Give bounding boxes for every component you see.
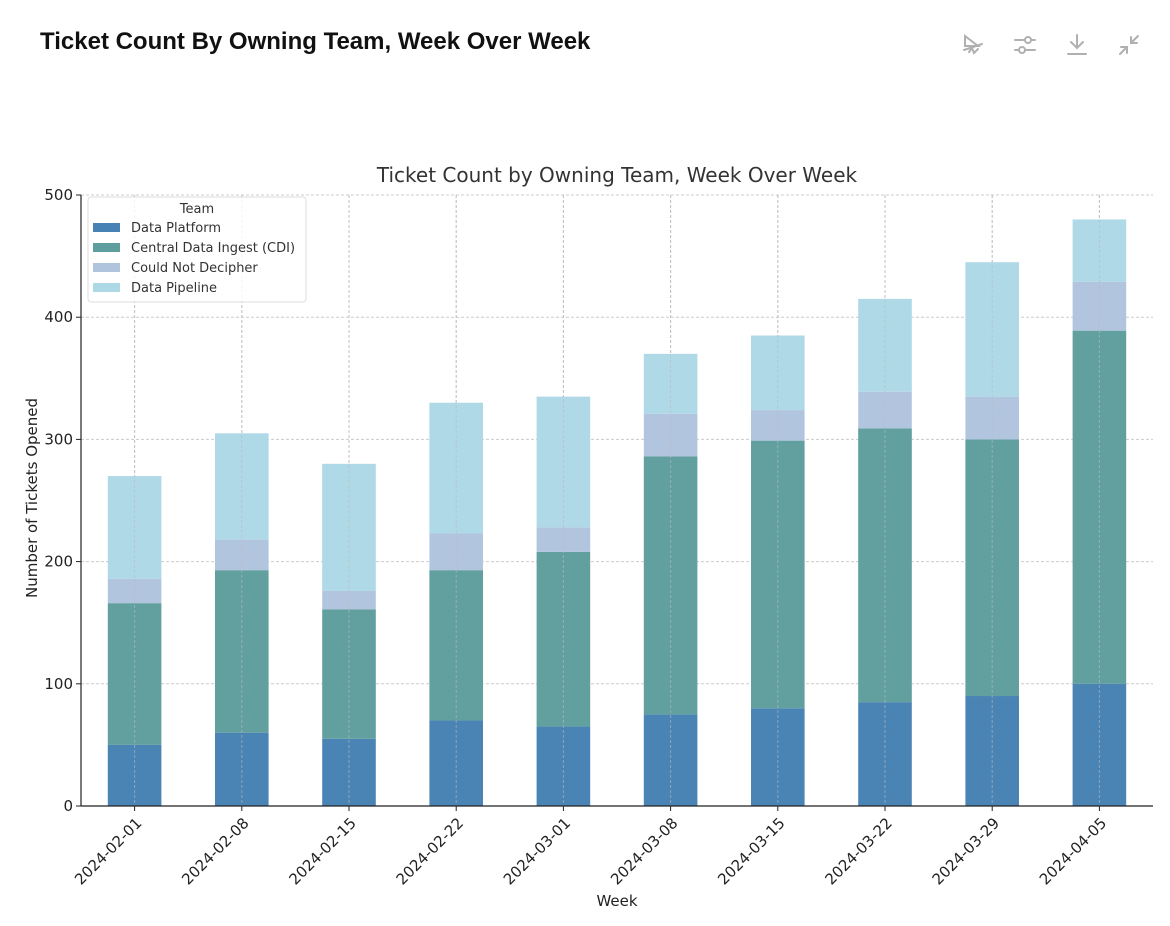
x-tick-label: 2024-03-15 xyxy=(714,814,788,888)
bars xyxy=(107,195,1127,806)
x-tick-label: 2024-03-22 xyxy=(821,814,895,888)
legend-label: Data Platform xyxy=(131,221,221,236)
legend-swatch xyxy=(93,243,120,252)
page-title: Ticket Count By Owning Team, Week Over W… xyxy=(40,28,591,55)
x-tick-label: 2024-02-08 xyxy=(178,814,252,888)
legend-label: Could Not Decipher xyxy=(131,261,258,276)
y-tick-label: 100 xyxy=(44,675,73,693)
download-icon xyxy=(1067,34,1087,55)
bar-data-platform xyxy=(858,702,912,806)
collapse-button[interactable] xyxy=(1114,30,1144,60)
chart-title: Ticket Count by Owning Team, Week Over W… xyxy=(376,163,858,187)
chart-type-button[interactable] xyxy=(958,30,988,60)
legend-label: Central Data Ingest (CDI) xyxy=(131,241,295,256)
y-tick-label: 500 xyxy=(44,186,73,204)
x-tick-label: 2024-02-22 xyxy=(393,814,467,888)
x-axis-label: Week xyxy=(596,892,637,910)
x-tick-label: 2024-03-01 xyxy=(500,814,574,888)
collapse-icon xyxy=(1119,35,1139,55)
bar-data-pipeline xyxy=(965,262,1019,397)
settings-button[interactable] xyxy=(1010,30,1040,60)
chart-toolbar xyxy=(958,30,1144,60)
x-tick-label: 2024-03-08 xyxy=(607,814,681,888)
legend-swatch xyxy=(93,263,120,272)
y-tick-label: 200 xyxy=(44,553,73,571)
x-tick-label: 2024-03-29 xyxy=(929,814,1003,888)
y-axis-label: Number of Tickets Opened xyxy=(23,398,41,598)
y-tick-label: 300 xyxy=(44,430,73,448)
chart-type-icon xyxy=(963,33,983,55)
x-tick-label: 2024-02-15 xyxy=(285,814,359,888)
download-button[interactable] xyxy=(1062,30,1092,60)
x-tick-label: 2024-04-05 xyxy=(1036,814,1110,888)
legend-box xyxy=(87,196,307,303)
bar-central-data-ingest-cdi xyxy=(322,609,376,739)
x-tick-label: 2024-02-01 xyxy=(71,814,145,888)
bar-data-pipeline xyxy=(643,353,698,414)
bar-data-platform xyxy=(215,732,269,806)
sliders-icon xyxy=(1014,36,1036,54)
legend-label: Data Pipeline xyxy=(131,281,217,296)
y-tick-label: 0 xyxy=(63,797,73,815)
legend-swatch xyxy=(93,223,120,232)
legend-title: Team xyxy=(179,202,214,217)
legend: Team Data Platform Central Data Ingest (CD… xyxy=(87,196,307,303)
bar-central-data-ingest-cdi xyxy=(107,603,162,745)
y-tick-label: 400 xyxy=(44,308,73,326)
bar-data-platform xyxy=(429,720,483,806)
legend-swatch xyxy=(93,283,120,292)
